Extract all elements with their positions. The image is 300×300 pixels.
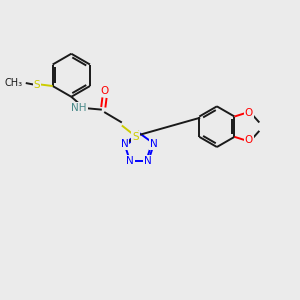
Text: O: O (245, 135, 253, 146)
Text: N: N (126, 156, 134, 166)
Text: S: S (132, 131, 139, 142)
Text: CH₃: CH₃ (4, 78, 22, 88)
Text: NH: NH (71, 103, 86, 113)
Text: N: N (150, 139, 158, 149)
Text: N: N (144, 156, 152, 166)
Text: O: O (245, 108, 253, 118)
Text: O: O (100, 86, 109, 96)
Text: S: S (34, 80, 40, 89)
Text: N: N (121, 139, 128, 149)
